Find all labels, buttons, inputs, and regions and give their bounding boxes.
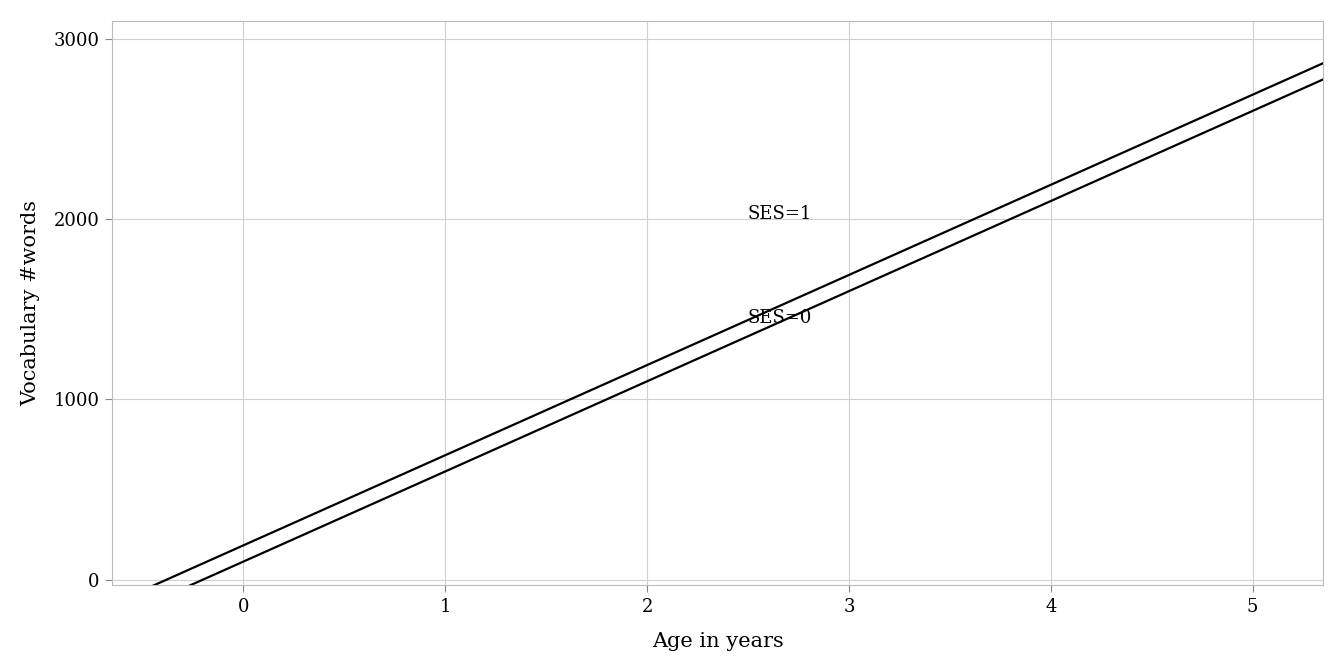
Text: SES=1: SES=1: [749, 205, 812, 222]
Text: SES=0: SES=0: [749, 309, 812, 327]
X-axis label: Age in years: Age in years: [652, 632, 784, 651]
Y-axis label: Vocabulary #words: Vocabulary #words: [22, 200, 40, 406]
